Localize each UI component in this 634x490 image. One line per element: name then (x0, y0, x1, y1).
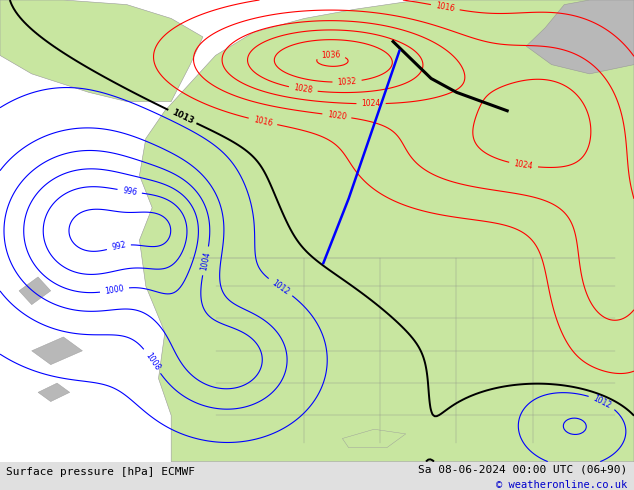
Text: 1016: 1016 (252, 115, 273, 128)
Text: 1012: 1012 (592, 393, 612, 410)
Polygon shape (526, 0, 634, 74)
Text: 1028: 1028 (293, 83, 313, 96)
Polygon shape (32, 337, 82, 365)
Text: 1020: 1020 (327, 110, 347, 122)
Text: 996: 996 (122, 186, 138, 197)
Text: 1024: 1024 (514, 159, 534, 171)
Text: 1032: 1032 (337, 77, 357, 87)
Text: 1013: 1013 (170, 108, 195, 125)
Text: 1004: 1004 (199, 250, 212, 271)
Text: 1016: 1016 (435, 1, 456, 13)
Text: 1024: 1024 (361, 99, 380, 108)
Text: Surface pressure [hPa] ECMWF: Surface pressure [hPa] ECMWF (6, 467, 195, 477)
Text: 1000: 1000 (104, 284, 125, 296)
Text: 1036: 1036 (321, 50, 340, 60)
Polygon shape (139, 0, 634, 462)
Text: 1012: 1012 (270, 278, 291, 296)
Polygon shape (19, 277, 51, 305)
Text: © weatheronline.co.uk: © weatheronline.co.uk (496, 480, 628, 490)
Text: 1008: 1008 (143, 351, 162, 372)
Text: Sa 08-06-2024 00:00 UTC (06+90): Sa 08-06-2024 00:00 UTC (06+90) (418, 465, 628, 474)
Polygon shape (342, 429, 406, 448)
Text: 992: 992 (111, 241, 127, 252)
Polygon shape (0, 0, 203, 101)
Polygon shape (38, 383, 70, 402)
